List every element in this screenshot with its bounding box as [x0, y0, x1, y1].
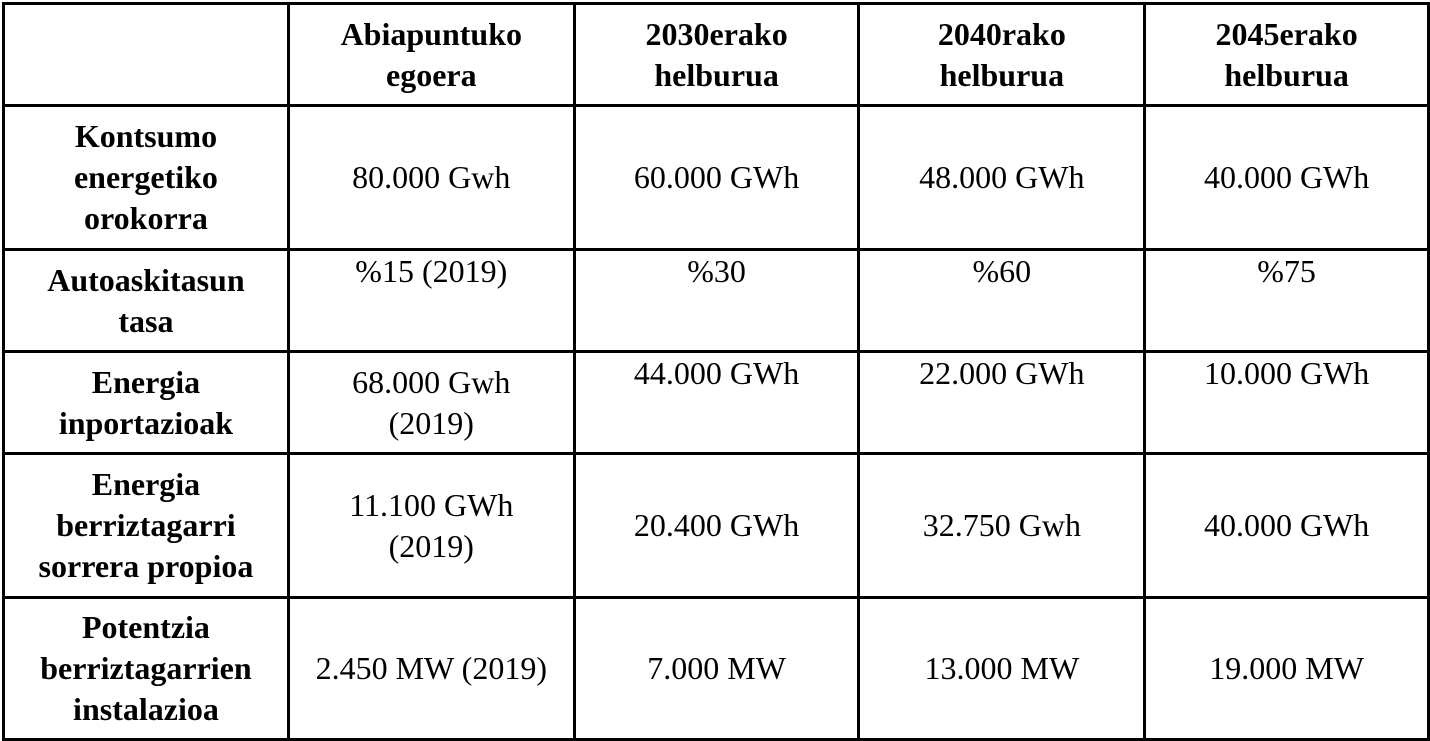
table-row: Kontsumo energetiko orokorra 80.000 Gwh 60… [2, 104, 1430, 251]
header-row: Abiapuntuko egoera 2030erako helburua 2040… [2, 2, 1430, 107]
table-row: Autoaskitasun tasa %15 (2019) %30 %60 %75 [2, 248, 1430, 353]
cell-capacity-baseline: 2.450 MW (2019) [286, 596, 576, 741]
cell-renewable-baseline: 11.100 GWh (2019) [286, 452, 576, 599]
table-row: Energia inportazioak 68.000 Gwh (2019) 44.… [2, 350, 1430, 455]
header-2030-target: 2030erako helburua [572, 2, 861, 107]
cell-self-sufficiency-2030: %30 [572, 248, 861, 353]
cell-consumption-baseline: 80.000 Gwh [286, 104, 576, 251]
cell-imports-2045: 10.000 GWh [1143, 350, 1430, 455]
cell-capacity-2030: 7.000 MW [572, 596, 861, 741]
cell-imports-2030: 44.000 GWh [572, 350, 861, 455]
cell-consumption-2040: 48.000 GWh [857, 104, 1147, 251]
cell-imports-baseline: 68.000 Gwh (2019) [286, 350, 576, 455]
cell-self-sufficiency-2045: %75 [1143, 248, 1430, 353]
row-label-renewable-generation: Energia berriztagarri sorrera propioa [2, 452, 290, 599]
cell-capacity-2045: 19.000 MW [1143, 596, 1430, 741]
table-row: Energia berriztagarri sorrera propioa 11.1… [2, 452, 1430, 599]
cell-consumption-2030: 60.000 GWh [572, 104, 861, 251]
cell-renewable-2045: 40.000 GWh [1143, 452, 1430, 599]
cell-consumption-2045: 40.000 GWh [1143, 104, 1430, 251]
cell-renewable-2030: 20.400 GWh [572, 452, 861, 599]
cell-renewable-2040: 32.750 Gwh [857, 452, 1147, 599]
row-label-energy-consumption: Kontsumo energetiko orokorra [2, 104, 290, 251]
cell-self-sufficiency-baseline: %15 (2019) [286, 248, 576, 353]
row-label-energy-imports: Energia inportazioak [2, 350, 290, 455]
row-label-self-sufficiency: Autoaskitasun tasa [2, 248, 290, 353]
row-label-renewable-capacity: Potentzia berriztagarrien instalazioa [2, 596, 290, 741]
cell-imports-2040: 22.000 GWh [857, 350, 1147, 455]
header-2045-target: 2045erako helburua [1143, 2, 1430, 107]
header-baseline: Abiapuntuko egoera [286, 2, 576, 107]
header-2040-target: 2040rako helburua [857, 2, 1147, 107]
cell-capacity-2040: 13.000 MW [857, 596, 1147, 741]
header-corner-cell [2, 2, 290, 107]
cell-self-sufficiency-2040: %60 [857, 248, 1147, 353]
table-row: Potentzia berriztagarrien instalazioa 2.45… [2, 596, 1430, 741]
